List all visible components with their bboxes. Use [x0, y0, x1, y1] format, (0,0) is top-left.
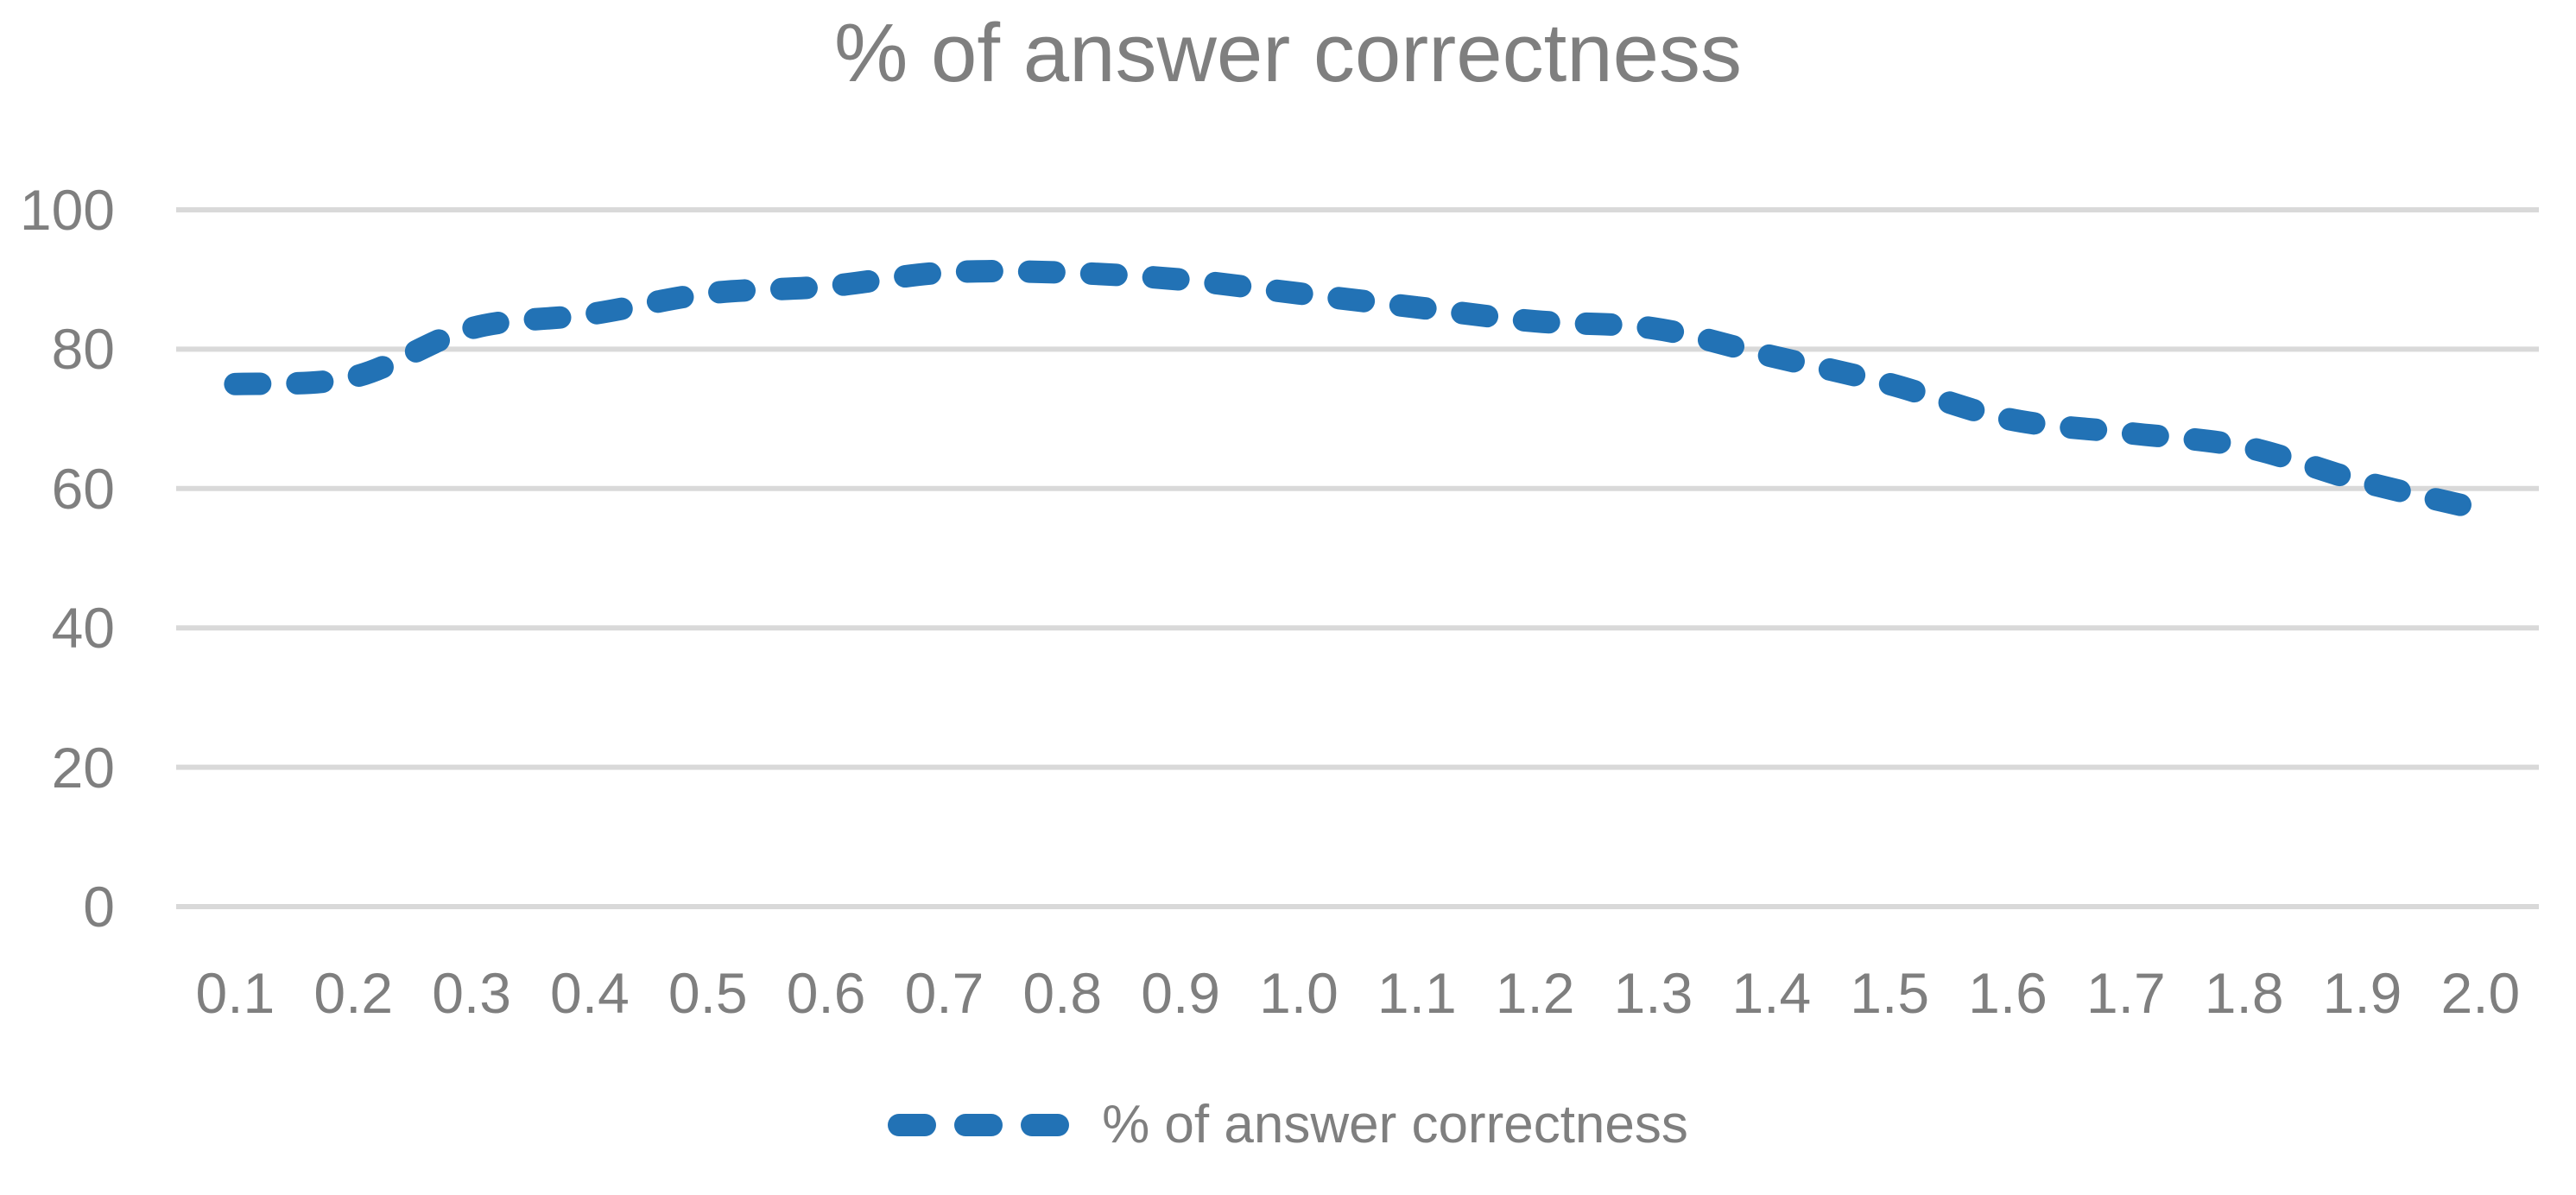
x-tick-label: 1.3 — [1613, 961, 1693, 1025]
x-tick-label: 0.1 — [195, 961, 275, 1025]
legend-dash — [888, 1114, 937, 1136]
chart-title: % of answer correctness — [833, 7, 1743, 99]
legend-dash — [954, 1114, 1003, 1136]
x-tick-label: 2.0 — [2440, 961, 2521, 1025]
x-tick-label: 1.9 — [2322, 961, 2402, 1025]
x-tick-label: 1.8 — [2204, 961, 2284, 1025]
x-tick-label: 0.8 — [1022, 961, 1103, 1025]
x-tick-label: 0.3 — [432, 961, 511, 1025]
x-tick-label: 1.2 — [1495, 961, 1575, 1025]
x-tick-label: 1.5 — [1850, 961, 1930, 1025]
x-tick-label: 1.0 — [1259, 961, 1339, 1025]
y-tick-label: 20 — [51, 735, 115, 800]
legend-dash-marker-icon — [888, 1114, 1070, 1136]
plot-area — [176, 207, 2539, 909]
y-tick-label: 60 — [51, 456, 115, 521]
series-line — [224, 260, 2492, 521]
x-tick-label: 1.4 — [1731, 961, 1812, 1025]
y-tick-label: 40 — [51, 596, 115, 661]
x-tick-label: 1.7 — [2085, 961, 2166, 1025]
x-tick-label: 0.7 — [904, 961, 984, 1025]
legend: % of answer correctness — [0, 1098, 2576, 1152]
y-tick-label: 100 — [19, 178, 115, 242]
y-tick-label: 80 — [51, 317, 115, 382]
x-tick-label: 0.6 — [786, 961, 866, 1025]
y-tick-label: 0 — [83, 875, 115, 939]
x-tick-label: 0.2 — [313, 961, 394, 1025]
x-tick-label: 1.6 — [1968, 961, 2048, 1025]
x-tick-label: 0.9 — [1141, 961, 1220, 1025]
legend-label: % of answer correctness — [1102, 1095, 1688, 1154]
x-tick-label: 0.5 — [668, 961, 748, 1025]
x-tick-label: 1.1 — [1377, 961, 1457, 1025]
legend-dash — [1021, 1114, 1070, 1136]
x-tick-label: 0.4 — [550, 961, 630, 1025]
